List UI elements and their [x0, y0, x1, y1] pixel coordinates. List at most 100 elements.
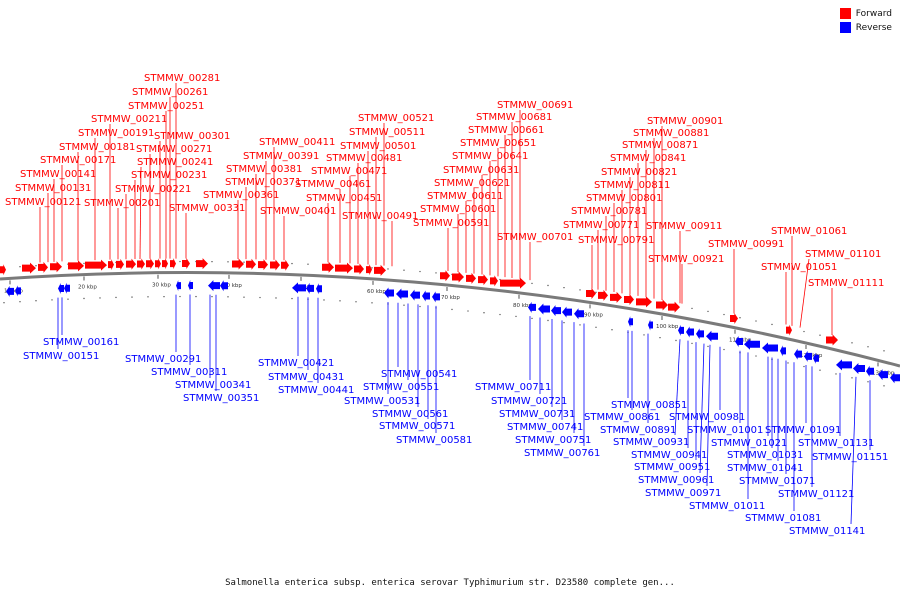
reverse-gene-label: STMMW_00531: [344, 396, 420, 407]
reverse-gene-arrow: [813, 352, 819, 364]
reverse-gene-label: STMMW_01151: [812, 452, 888, 463]
guide-dot: [547, 319, 549, 322]
forward-gene-label: STMMW_00211: [91, 114, 167, 125]
forward-gene-arrow: [50, 261, 62, 273]
forward-gene-label: STMMW_00411: [259, 137, 335, 148]
forward-gene-arrow: [22, 262, 36, 274]
guide-dot: [851, 342, 853, 344]
guide-dot: [275, 297, 277, 299]
reverse-gene-arrow: [853, 363, 865, 375]
legend-label-reverse: Reverse: [855, 22, 892, 33]
forward-gene-arrow: [170, 258, 176, 270]
guide-dot: [99, 297, 101, 299]
forward-gene-arrow: [0, 264, 6, 276]
reverse-gene-label: STMMW_00341: [175, 380, 251, 391]
guide-dot: [803, 330, 805, 333]
forward-gene-arrow: [38, 261, 48, 273]
forward-gene-arrow: [440, 270, 450, 282]
scale-tick-label: 80 kbp: [513, 303, 532, 309]
reverse-gene-label: STMMW_01001: [687, 425, 763, 436]
reverse-gene-arrow: [678, 324, 684, 336]
forward-gene-label: STMMW_00871: [622, 140, 698, 151]
forward-gene-label: STMMW_00271: [136, 144, 212, 155]
reverse-gene-label: STMMW_00971: [645, 488, 721, 499]
forward-gene-label: STMMW_00611: [427, 191, 503, 202]
forward-gene-label: STMMW_00521: [358, 113, 434, 124]
forward-gene-arrow: [155, 258, 161, 270]
guide-dot: [291, 262, 293, 265]
guide-dot: [787, 362, 789, 364]
forward-gene-label: STMMW_00221: [115, 184, 191, 195]
reverse-gene-arrow: [538, 303, 550, 315]
reverse-gene-label: STMMW_00291: [125, 354, 201, 365]
reverse-gene-arrow: [696, 328, 704, 340]
guide-dot: [83, 262, 85, 265]
legend-swatch-forward: [839, 8, 851, 19]
forward-gene-arrow: [452, 271, 464, 283]
forward-gene-label: STMMW_00191: [78, 128, 154, 139]
reverse-gene-arrow: [562, 306, 572, 318]
guide-dot: [451, 308, 453, 311]
reverse-gene-arrow: [396, 288, 408, 300]
reverse-gene-arrow: [422, 290, 430, 302]
guide-dot: [563, 321, 565, 324]
forward-gene-label: STMMW_00121: [5, 197, 81, 208]
reverse-gene-arrow: [780, 345, 786, 357]
forward-gene-label: STMMW_00391: [243, 151, 319, 162]
guide-dot: [403, 269, 405, 271]
forward-gene-arrow: [656, 299, 668, 311]
guide-dot: [35, 300, 37, 302]
reverse-gene-arrow: [648, 319, 653, 331]
reverse-gene-label: STMMW_01131: [798, 438, 874, 449]
forward-label-leader: [799, 258, 810, 328]
guide-dot: [211, 260, 213, 263]
forward-gene-arrow: [182, 258, 190, 270]
legend-label-forward: Forward: [855, 8, 892, 19]
guide-dot: [307, 263, 309, 265]
forward-gene-label: STMMW_00701: [497, 232, 573, 243]
reverse-gene-label: STMMW_00351: [183, 393, 259, 404]
forward-gene-arrow: [636, 296, 652, 308]
reverse-gene-label: STMMW_01091: [765, 425, 841, 436]
reverse-gene-arrow: [384, 287, 394, 299]
guide-dot: [547, 284, 549, 287]
reverse-gene-arrow: [735, 336, 743, 348]
forward-gene-label: STMMW_00231: [131, 170, 207, 181]
forward-gene-arrow: [466, 272, 476, 284]
forward-gene-label: STMMW_00301: [154, 131, 230, 142]
reverse-gene-arrow: [15, 285, 21, 297]
guide-dot: [467, 310, 469, 312]
scale-tick-label: 70 kbp: [441, 295, 460, 301]
reverse-label-leader: [850, 376, 857, 525]
forward-gene-label: STMMW_00201: [84, 198, 160, 209]
reverse-gene-arrow: [686, 326, 694, 338]
guide-dot: [35, 265, 37, 267]
reverse-gene-label: STMMW_00161: [43, 337, 119, 348]
reverse-gene-arrow: [794, 348, 802, 360]
forward-gene-label: STMMW_00511: [349, 127, 425, 138]
guide-dot: [739, 317, 741, 319]
guide-dot: [723, 348, 725, 351]
genome-backbone: [0, 271, 900, 368]
forward-gene-label: STMMW_00331: [169, 203, 245, 214]
forward-gene-label: STMMW_00381: [226, 164, 302, 175]
scale-tick-label: 20 kbp: [78, 285, 97, 291]
reverse-gene-label: STMMW_00441: [278, 385, 354, 396]
guide-dot: [707, 310, 709, 313]
reverse-gene-label: STMMW_00761: [524, 448, 600, 459]
forward-gene-arrow: [598, 289, 608, 301]
legend-item-reverse: Reverse: [839, 22, 892, 33]
genome-caption: Salmonella enterica subsp. enterica sero…: [225, 578, 675, 588]
guide-dot: [211, 295, 213, 298]
guide-dot: [499, 313, 501, 316]
forward-genes: [0, 258, 838, 346]
reverse-gene-label: STMMW_01071: [739, 476, 815, 487]
forward-gene-label: STMMW_00601: [420, 204, 496, 215]
reverse-gene-label: STMMW_01031: [727, 450, 803, 461]
reverse-genes: [6, 280, 900, 384]
forward-gene-arrow: [366, 264, 372, 276]
forward-gene-label: STMMW_00691: [497, 100, 573, 111]
reverse-gene-label: STMMW_00571: [379, 421, 455, 432]
guide-dot: [531, 282, 533, 285]
